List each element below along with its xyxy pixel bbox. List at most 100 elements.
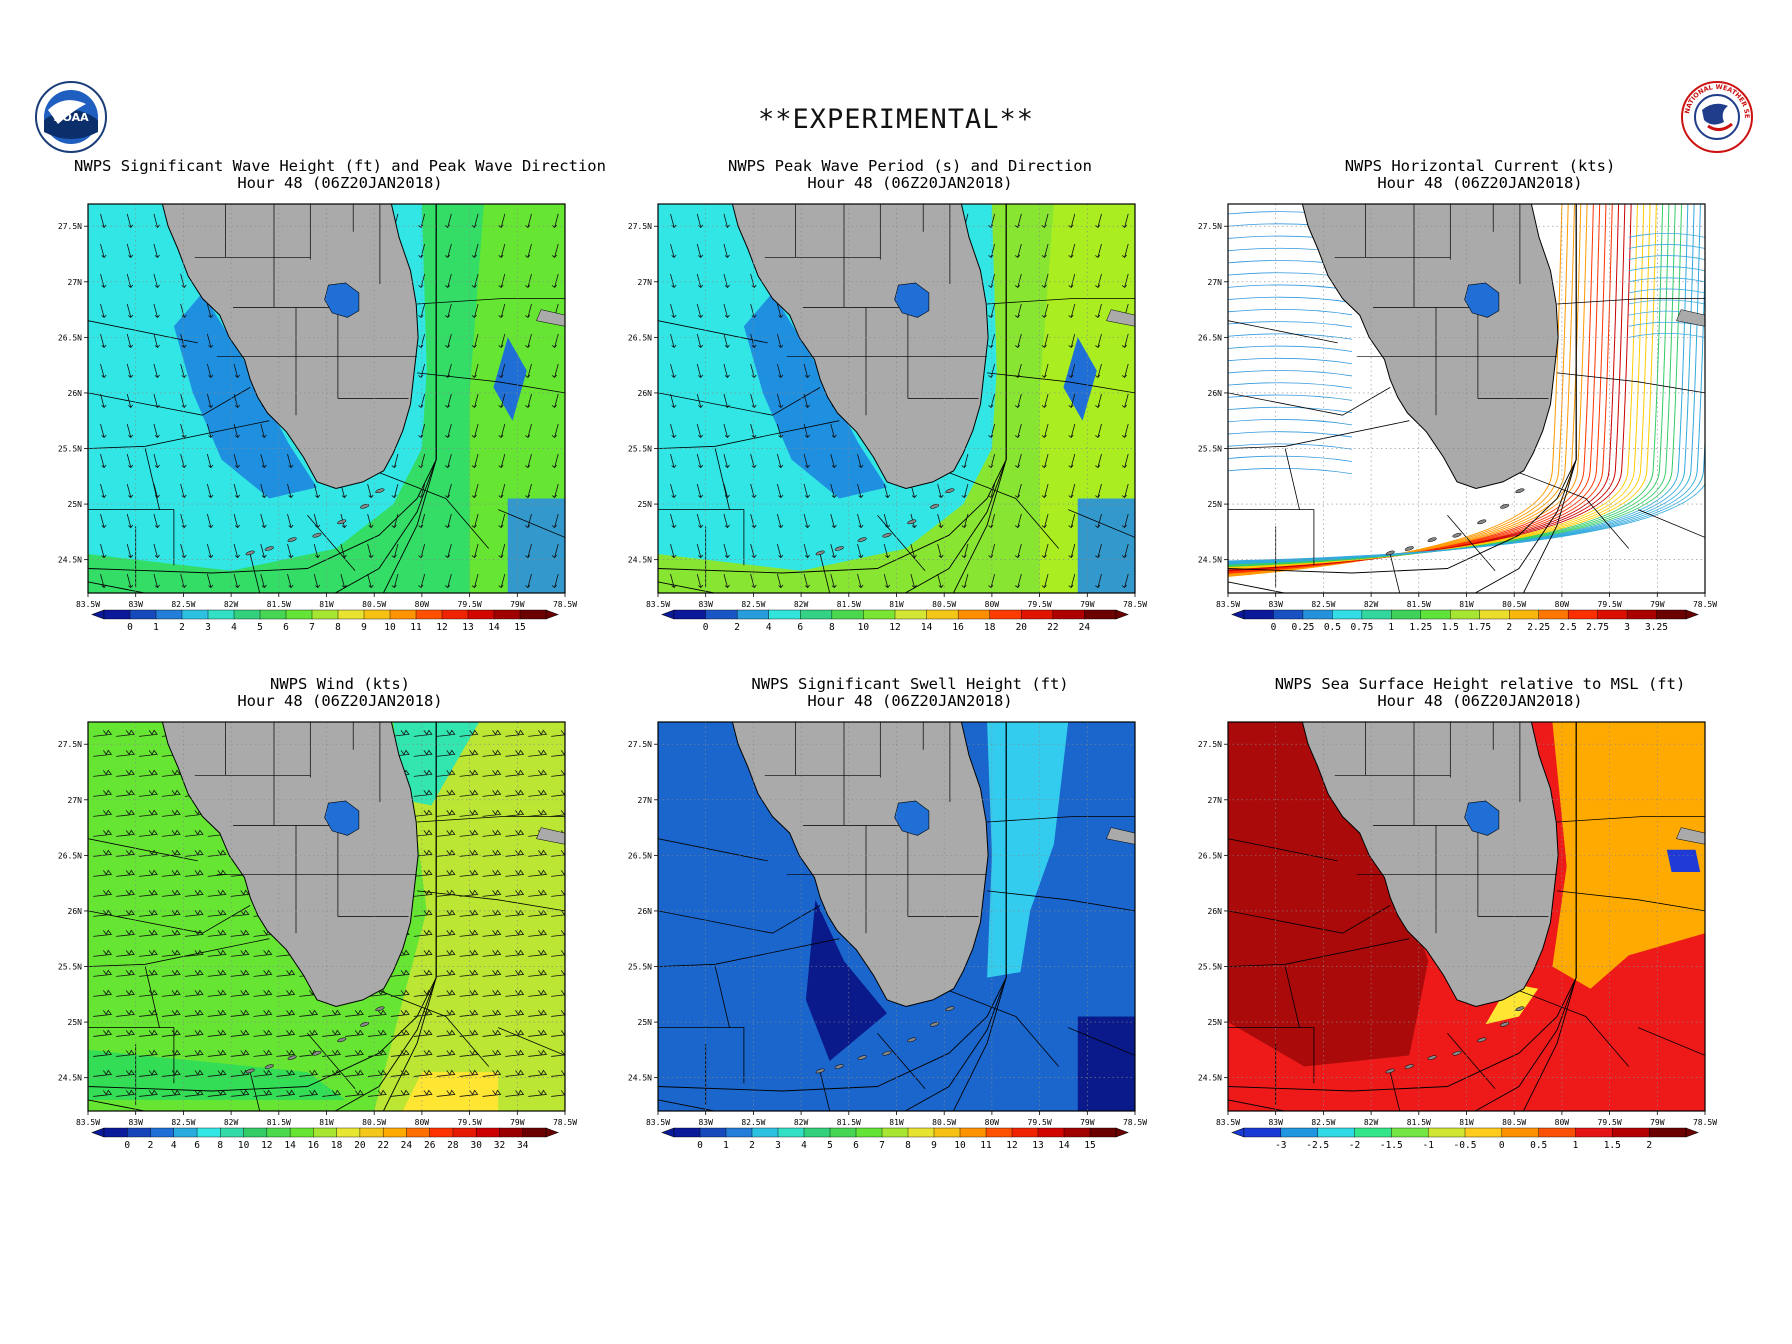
wind-barb (368, 989, 387, 997)
colorbar-max-arrow (1115, 1127, 1129, 1138)
direction-arrow (670, 303, 675, 318)
direction-arrow-head (315, 584, 321, 589)
direction-arrow (1070, 573, 1076, 588)
wind-barb (528, 869, 548, 877)
direction-arrow (447, 483, 452, 498)
lat-tick-label: 27.5N (58, 740, 82, 749)
colorbar-segment (181, 609, 209, 620)
ssh-zone-low (1666, 849, 1701, 872)
direction-arrow (1017, 393, 1022, 408)
direction-arrow-head (1068, 434, 1074, 439)
colorbar-max-arrow (1685, 1127, 1699, 1138)
wind-barb (505, 1089, 525, 1097)
colorbar-segment (1332, 609, 1363, 620)
direction-arrow (474, 483, 479, 498)
lon-tick-label: 81W (889, 1118, 904, 1127)
wind-barb (161, 929, 181, 937)
colorbar-tick-label: 0.5 (1530, 1140, 1547, 1151)
marine-zone-line (944, 988, 1060, 1067)
direction-arrow-head (101, 254, 107, 259)
lon-tick-label: 83W (1268, 600, 1283, 609)
florida-key (1452, 1050, 1462, 1056)
panel-title-block: NWPS Sea Surface Height relative to MSL … (1200, 676, 1760, 710)
direction-arrow (500, 513, 506, 528)
direction-arrow (474, 363, 479, 378)
direction-arrow-head (1068, 524, 1074, 529)
lon-tick-label: 78.5W (1123, 600, 1147, 609)
direction-arrow (1097, 513, 1102, 528)
colorbar-segment (1084, 609, 1117, 620)
direction-arrow (447, 303, 452, 318)
colorbar-segment (1361, 609, 1392, 620)
offshore-boundary-line (382, 722, 437, 1111)
colorbar-segment (289, 1127, 314, 1138)
wind-barb (368, 1029, 387, 1037)
florida-key (264, 546, 274, 551)
lon-tick-label: 81.5W (267, 1118, 291, 1127)
map-plot: 83.5W 83W 82.5W 82W 81.5W 81W 80.5W 80W 79.5W 79W… (58, 203, 577, 633)
gulf-streamline (1228, 382, 1353, 389)
florida-land (1301, 204, 1559, 490)
direction-arrow-head (1068, 464, 1074, 469)
direction-arrow (990, 423, 996, 438)
direction-arrow-head (261, 584, 267, 589)
wind-barb (551, 770, 565, 777)
direction-arrow (776, 333, 782, 348)
direction-arrow-head (831, 584, 837, 589)
florida-key (882, 532, 892, 538)
direction-arrow (233, 423, 239, 438)
atlantic-streamline (1628, 333, 1705, 338)
direction-arrow-head (1068, 554, 1074, 559)
map-panel: NWPS Significant Wave Height (ft) and Pe… (58, 158, 620, 678)
direction-arrow (830, 543, 835, 558)
direction-arrow (313, 573, 319, 588)
marine-zone-line (1514, 470, 1630, 549)
colorbar-min-arrow (661, 609, 675, 620)
wind-barb (93, 989, 113, 997)
colorbar-segment (522, 1127, 547, 1138)
offshore-boundary-line (1522, 722, 1577, 1111)
lat-tick-label: 25.5N (1198, 963, 1222, 972)
wind-barb (528, 749, 548, 757)
lon-tick-label: 79W (510, 600, 525, 609)
direction-arrow-head (445, 314, 451, 319)
wind-barb (93, 969, 113, 977)
direction-arrow-head (671, 434, 677, 439)
wind-barb (390, 1069, 410, 1077)
direction-arrow (883, 483, 889, 498)
panel-title-block: NWPS Wind (kts) Hour 48 (06Z20JAN2018) (60, 676, 620, 710)
direction-arrow-head (724, 374, 730, 379)
colorbar-min-arrow (1231, 1127, 1245, 1138)
marine-zone-line (1447, 514, 1496, 572)
marine-zone-line (1389, 554, 1401, 593)
wind-barb (482, 969, 502, 977)
wind-barb (551, 730, 565, 737)
direction-arrow (750, 393, 755, 408)
direction-arrow (803, 513, 809, 528)
direction-arrow-head (128, 524, 134, 529)
marine-zone-line (88, 905, 251, 934)
lat-tick-label: 26.5N (1198, 333, 1222, 342)
direction-arrow (233, 573, 239, 588)
wind-barb (207, 929, 227, 937)
florida-land (731, 204, 989, 490)
lon-tick-label: 79W (510, 1118, 525, 1127)
colorbar-segment (1479, 609, 1510, 620)
wind-barb (436, 849, 456, 857)
direction-arrow-head (181, 464, 187, 469)
direction-arrow (527, 243, 532, 258)
lon-tick-label: 78.5W (553, 600, 577, 609)
map-grid: 83.5W 83W 82.5W 82W 81.5W 81W 80.5W 80W 79.5W 79W… (628, 722, 1147, 1127)
wind-barb (207, 1009, 227, 1017)
direction-arrow-head (234, 584, 240, 589)
direction-arrow (1070, 333, 1076, 348)
direction-arrow (100, 333, 105, 348)
wind-barb (413, 889, 433, 897)
direction-arrow-head (778, 404, 784, 409)
colorbar-segment (1391, 609, 1422, 620)
direction-arrow-head (525, 224, 531, 228)
direction-arrow (1124, 423, 1129, 438)
direction-arrow-head (1041, 254, 1047, 259)
wind-barb (436, 1029, 456, 1037)
direction-arrow (180, 483, 185, 498)
